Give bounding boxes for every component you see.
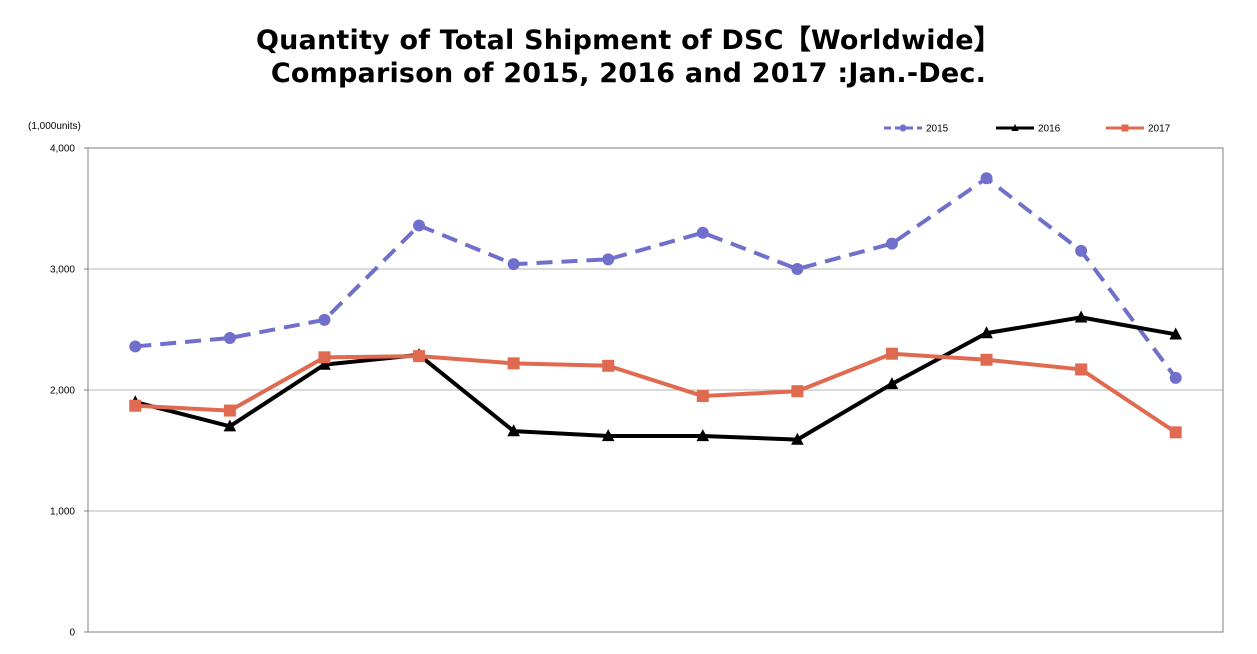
data-point-2015 [602,253,615,266]
legend: 2015 2016 2017 [884,124,1171,135]
data-point-2017 [885,347,898,360]
data-point-2017 [1169,426,1182,439]
series-2015 [129,172,1182,384]
data-point-2017 [318,351,331,364]
data-point-2015 [980,172,993,185]
data-point-2016 [1011,124,1019,131]
data-point-2017 [507,357,520,370]
series-line-2017 [135,351,1177,435]
plot-area [87,147,1224,633]
data-point-2015 [696,226,709,239]
data-point-2016 [318,357,331,370]
series-group [128,172,1183,445]
data-point-2017 [602,359,615,372]
data-point-2015 [1075,244,1088,257]
data-point-2015 [413,219,426,232]
data-point-2015 [1169,371,1182,384]
y-tick-label: 0 [69,628,75,639]
chart-title-line-2: Comparison of 2015, 2016 and 2017 :Jan.-… [270,58,987,89]
data-point-2017 [1075,363,1088,376]
data-point-2016 [696,429,710,442]
data-point-2016 [601,429,615,442]
data-point-2015 [885,237,898,250]
gridlines [88,268,1223,512]
series-line-2016 [134,315,1177,442]
data-point-2016 [885,377,899,390]
y-tick-label: 2,000 [50,386,75,397]
data-point-2017 [223,404,236,417]
data-point-2015 [223,331,236,344]
data-point-2016 [507,424,520,437]
data-point-2017 [791,385,804,398]
data-point-2017 [1121,124,1129,132]
chart-title-line-1: Quantity of Total Shipment of DSC【Worldw… [255,25,1002,56]
legend-label-2016: 2016 [1038,124,1061,135]
data-point-2016 [980,326,993,339]
data-point-2017 [413,350,426,363]
data-point-2015 [791,263,804,275]
legend-label-2015: 2015 [926,124,949,135]
data-point-2017 [696,390,709,403]
data-point-2016 [791,432,804,445]
series-line-2015 [135,176,1178,380]
data-point-2015 [318,313,331,326]
y-tick-label: 1,000 [50,507,75,518]
legend-item-2015: 2015 [884,124,949,135]
data-point-2015 [899,124,907,132]
y-axis-unit-label: (1,000units) [28,121,81,132]
data-point-2017 [980,353,993,366]
y-tick-label: 4,000 [50,144,75,155]
data-point-2016 [1074,310,1088,323]
data-point-2015 [507,258,520,271]
legend-item-2016: 2016 [996,124,1061,135]
data-point-2017 [129,399,142,412]
legend-item-2017: 2017 [1106,124,1171,135]
y-axis-ticks: 0 1,000 2,000 3,000 4,000 [50,144,88,639]
legend-label-2017: 2017 [1148,124,1171,135]
y-tick-label: 3,000 [50,265,75,276]
data-point-2016 [1169,327,1183,340]
data-point-2015 [129,340,142,353]
series-2017 [129,347,1182,439]
data-point-2016 [223,419,237,432]
